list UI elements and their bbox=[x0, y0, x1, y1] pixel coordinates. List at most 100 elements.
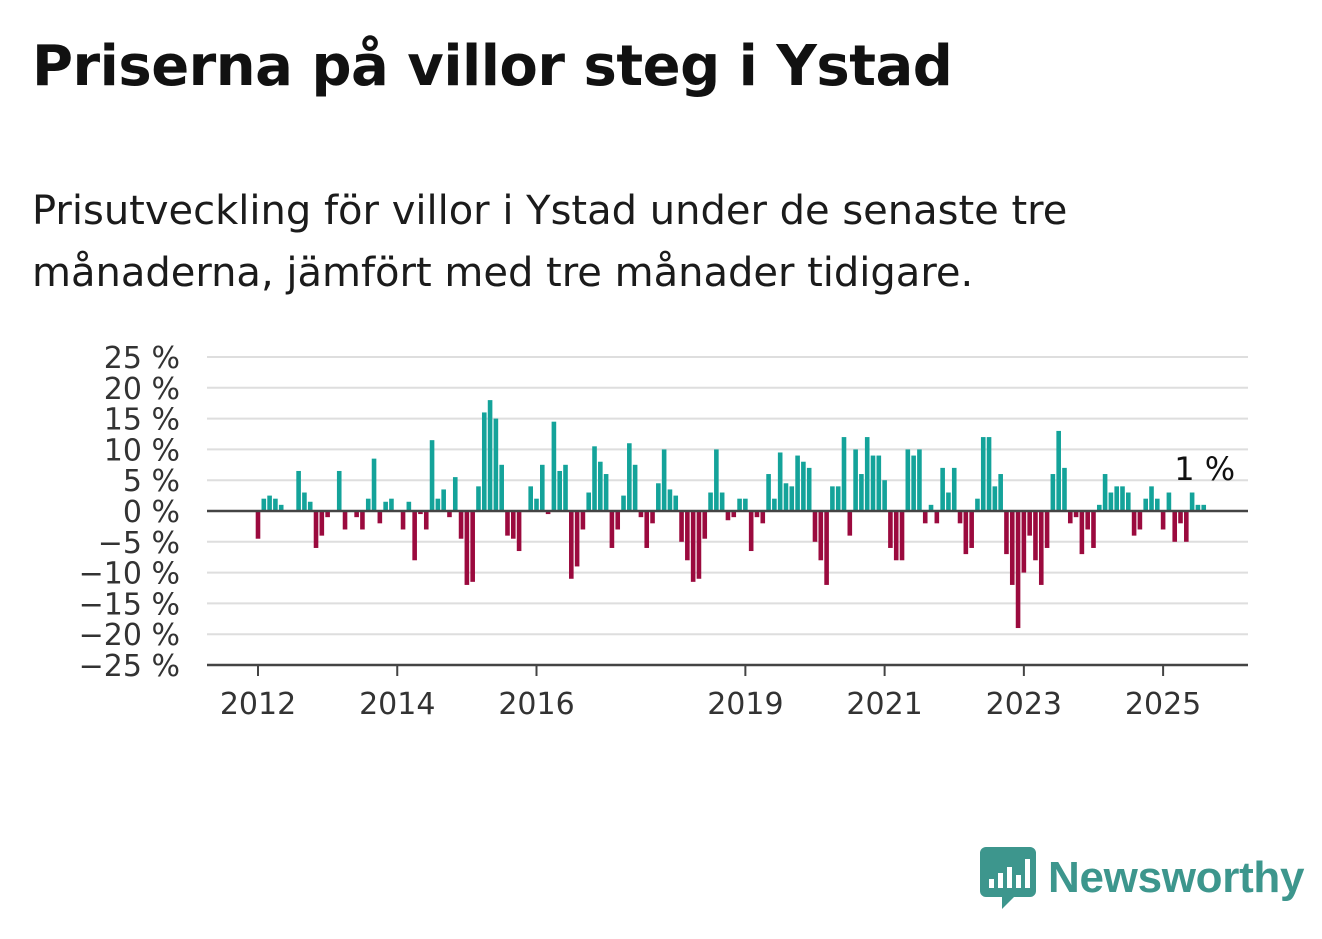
bar bbox=[1027, 511, 1032, 536]
bar bbox=[441, 489, 446, 511]
bar bbox=[1033, 511, 1038, 561]
y-tick-label: 5 % bbox=[123, 464, 180, 499]
bar bbox=[574, 511, 580, 567]
y-tick-label: −5 % bbox=[98, 526, 180, 561]
bar bbox=[679, 511, 684, 542]
bar bbox=[847, 511, 853, 536]
bar bbox=[534, 498, 539, 511]
bar bbox=[975, 498, 980, 511]
y-tick-label: 20 % bbox=[104, 372, 180, 407]
bar bbox=[319, 511, 325, 536]
x-tick-label: 2021 bbox=[846, 687, 922, 722]
bar bbox=[458, 511, 464, 539]
bar bbox=[1137, 511, 1143, 530]
bar bbox=[806, 467, 812, 511]
bar bbox=[342, 511, 348, 530]
bar bbox=[1056, 430, 1061, 511]
bar bbox=[1009, 511, 1015, 585]
bar bbox=[917, 449, 922, 511]
bar bbox=[621, 495, 626, 511]
y-tick-label: −25 % bbox=[79, 649, 180, 684]
bar bbox=[934, 511, 940, 524]
bar-chart: 25 %20 %15 %10 %5 %0 %−5 %−10 %−15 %−20 … bbox=[79, 341, 1248, 722]
bar bbox=[302, 492, 307, 511]
bar bbox=[818, 511, 824, 561]
bar bbox=[888, 511, 893, 548]
bar bbox=[267, 495, 272, 511]
bar bbox=[540, 464, 545, 511]
y-tick-label: 0 % bbox=[123, 495, 180, 530]
bar bbox=[354, 511, 359, 518]
bar bbox=[1038, 511, 1044, 585]
bar bbox=[725, 511, 731, 521]
bar bbox=[714, 449, 719, 511]
bar bbox=[418, 511, 423, 515]
bar bbox=[1201, 504, 1207, 511]
x-tick-label: 2019 bbox=[707, 687, 783, 722]
bar bbox=[702, 511, 708, 539]
bar bbox=[870, 455, 876, 511]
bar bbox=[1015, 511, 1021, 629]
bar bbox=[423, 511, 429, 530]
bar bbox=[464, 511, 470, 585]
bar bbox=[644, 511, 650, 548]
bar bbox=[905, 449, 911, 511]
chart-subtitle: Prisutveckling för villor i Ystad under … bbox=[32, 188, 1068, 296]
bar bbox=[696, 511, 702, 579]
bar bbox=[690, 511, 696, 582]
bar bbox=[360, 511, 365, 530]
axes bbox=[207, 509, 1248, 676]
bar bbox=[1155, 498, 1160, 511]
bar bbox=[447, 511, 452, 518]
bar bbox=[307, 501, 313, 511]
bar bbox=[336, 470, 342, 511]
bar bbox=[853, 449, 858, 511]
bar bbox=[708, 492, 713, 511]
bar bbox=[650, 511, 655, 524]
bar bbox=[493, 418, 499, 511]
bar bbox=[946, 492, 951, 511]
bar bbox=[1131, 511, 1137, 536]
x-tick-label: 2012 bbox=[220, 687, 296, 722]
bar bbox=[766, 474, 771, 511]
bar bbox=[563, 464, 568, 511]
bar bbox=[789, 486, 795, 511]
bar bbox=[1073, 511, 1079, 518]
bar bbox=[748, 511, 754, 552]
brand-name: Newsworthy bbox=[1048, 853, 1305, 902]
bar bbox=[911, 455, 916, 511]
y-axis-labels: 25 %20 %15 %10 %5 %0 %−5 %−10 %−15 %−20 … bbox=[79, 341, 180, 684]
brand: Newsworthy bbox=[980, 847, 1305, 909]
bar bbox=[673, 495, 679, 511]
bar bbox=[627, 443, 632, 511]
bar bbox=[1184, 511, 1189, 542]
bar bbox=[783, 483, 789, 511]
bar bbox=[1079, 511, 1085, 555]
bar bbox=[510, 511, 516, 539]
bar bbox=[255, 511, 261, 539]
bar bbox=[632, 464, 638, 511]
bar bbox=[1096, 504, 1102, 511]
bar bbox=[760, 511, 766, 524]
bar bbox=[545, 511, 551, 515]
bar bbox=[1044, 511, 1050, 548]
bar bbox=[1172, 511, 1178, 542]
bar-series bbox=[255, 400, 1207, 629]
bar bbox=[841, 437, 847, 511]
bar bbox=[435, 498, 441, 511]
bar bbox=[928, 504, 934, 511]
bar bbox=[1195, 504, 1201, 511]
bar bbox=[1062, 467, 1067, 511]
bar bbox=[615, 511, 621, 530]
bar bbox=[551, 421, 557, 511]
y-tick-label: 10 % bbox=[104, 433, 180, 468]
bar bbox=[656, 483, 661, 511]
bar bbox=[986, 437, 992, 511]
x-tick-label: 2014 bbox=[359, 687, 435, 722]
bar bbox=[278, 504, 284, 511]
bar bbox=[261, 498, 267, 511]
bar bbox=[1021, 511, 1027, 573]
bar bbox=[481, 412, 487, 511]
bar bbox=[980, 437, 986, 511]
x-tick-label: 2023 bbox=[986, 687, 1062, 722]
